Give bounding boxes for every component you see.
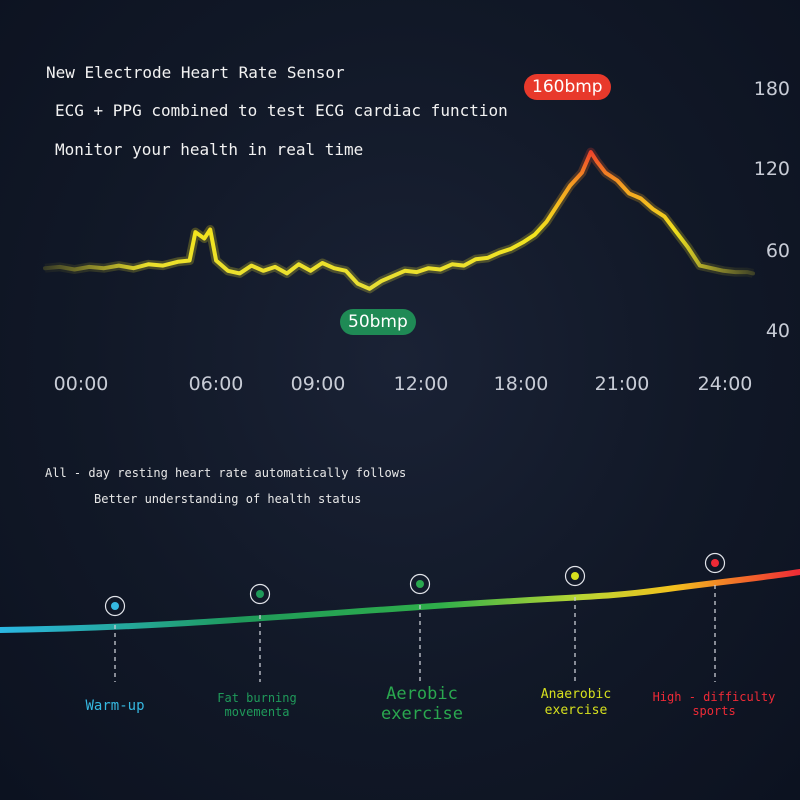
- y-tick-label: 60: [765, 240, 790, 262]
- zone-marker-ring: [249, 583, 271, 605]
- zone-marker-dot: [111, 602, 119, 610]
- headline-sensor: New Electrode Heart Rate Sensor: [46, 63, 345, 82]
- zone-marker-ring: [104, 595, 126, 617]
- max-heart-rate-badge: 160bmp: [524, 74, 611, 100]
- x-tick-label: 12:00: [393, 373, 449, 395]
- x-tick-label: 09:00: [290, 373, 346, 395]
- heart-rate-line: [43, 150, 755, 291]
- stage-label-warm-up: Warm-up: [85, 698, 145, 714]
- stage-label-fat-burning: Fat burning movementa: [217, 691, 297, 720]
- zone-marker-ring: [564, 565, 586, 587]
- stage-label-anaerobic: Anaerobic exercise: [540, 687, 612, 718]
- x-tick-label: 21:00: [594, 373, 650, 395]
- x-tick-label: 24:00: [697, 373, 753, 395]
- headline-monitor: Monitor your health in real time: [55, 140, 364, 159]
- x-tick-label: 06:00: [188, 373, 244, 395]
- zone-gradient-curve: [0, 569, 800, 633]
- stage-label-aerobic: Aerobic exercise: [381, 684, 463, 725]
- y-tick-label: 120: [753, 158, 790, 180]
- min-heart-rate-badge: 50bmp: [340, 309, 416, 335]
- zone-marker-ring: [409, 573, 431, 595]
- zone-marker-ring: [704, 552, 726, 574]
- zone-marker-dot: [416, 580, 424, 588]
- x-tick-label: 18:00: [493, 373, 549, 395]
- caption-resting-heart-rate: All - day resting heart rate automatical…: [45, 466, 407, 480]
- zone-marker-dot: [571, 572, 579, 580]
- caption-health-status: Better understanding of health status: [94, 492, 362, 506]
- y-tick-label: 40: [765, 320, 790, 342]
- stage-label-high-difficulty: High - difficulty sports: [652, 690, 776, 719]
- headline-ecg-ppg: ECG + PPG combined to test ECG cardiac f…: [55, 101, 508, 120]
- zone-marker-dot: [256, 590, 264, 598]
- heart-rate-chart: [43, 147, 755, 294]
- x-tick-label: 00:00: [53, 373, 109, 395]
- zone-marker-dot: [711, 559, 719, 567]
- y-tick-label: 180: [753, 78, 790, 100]
